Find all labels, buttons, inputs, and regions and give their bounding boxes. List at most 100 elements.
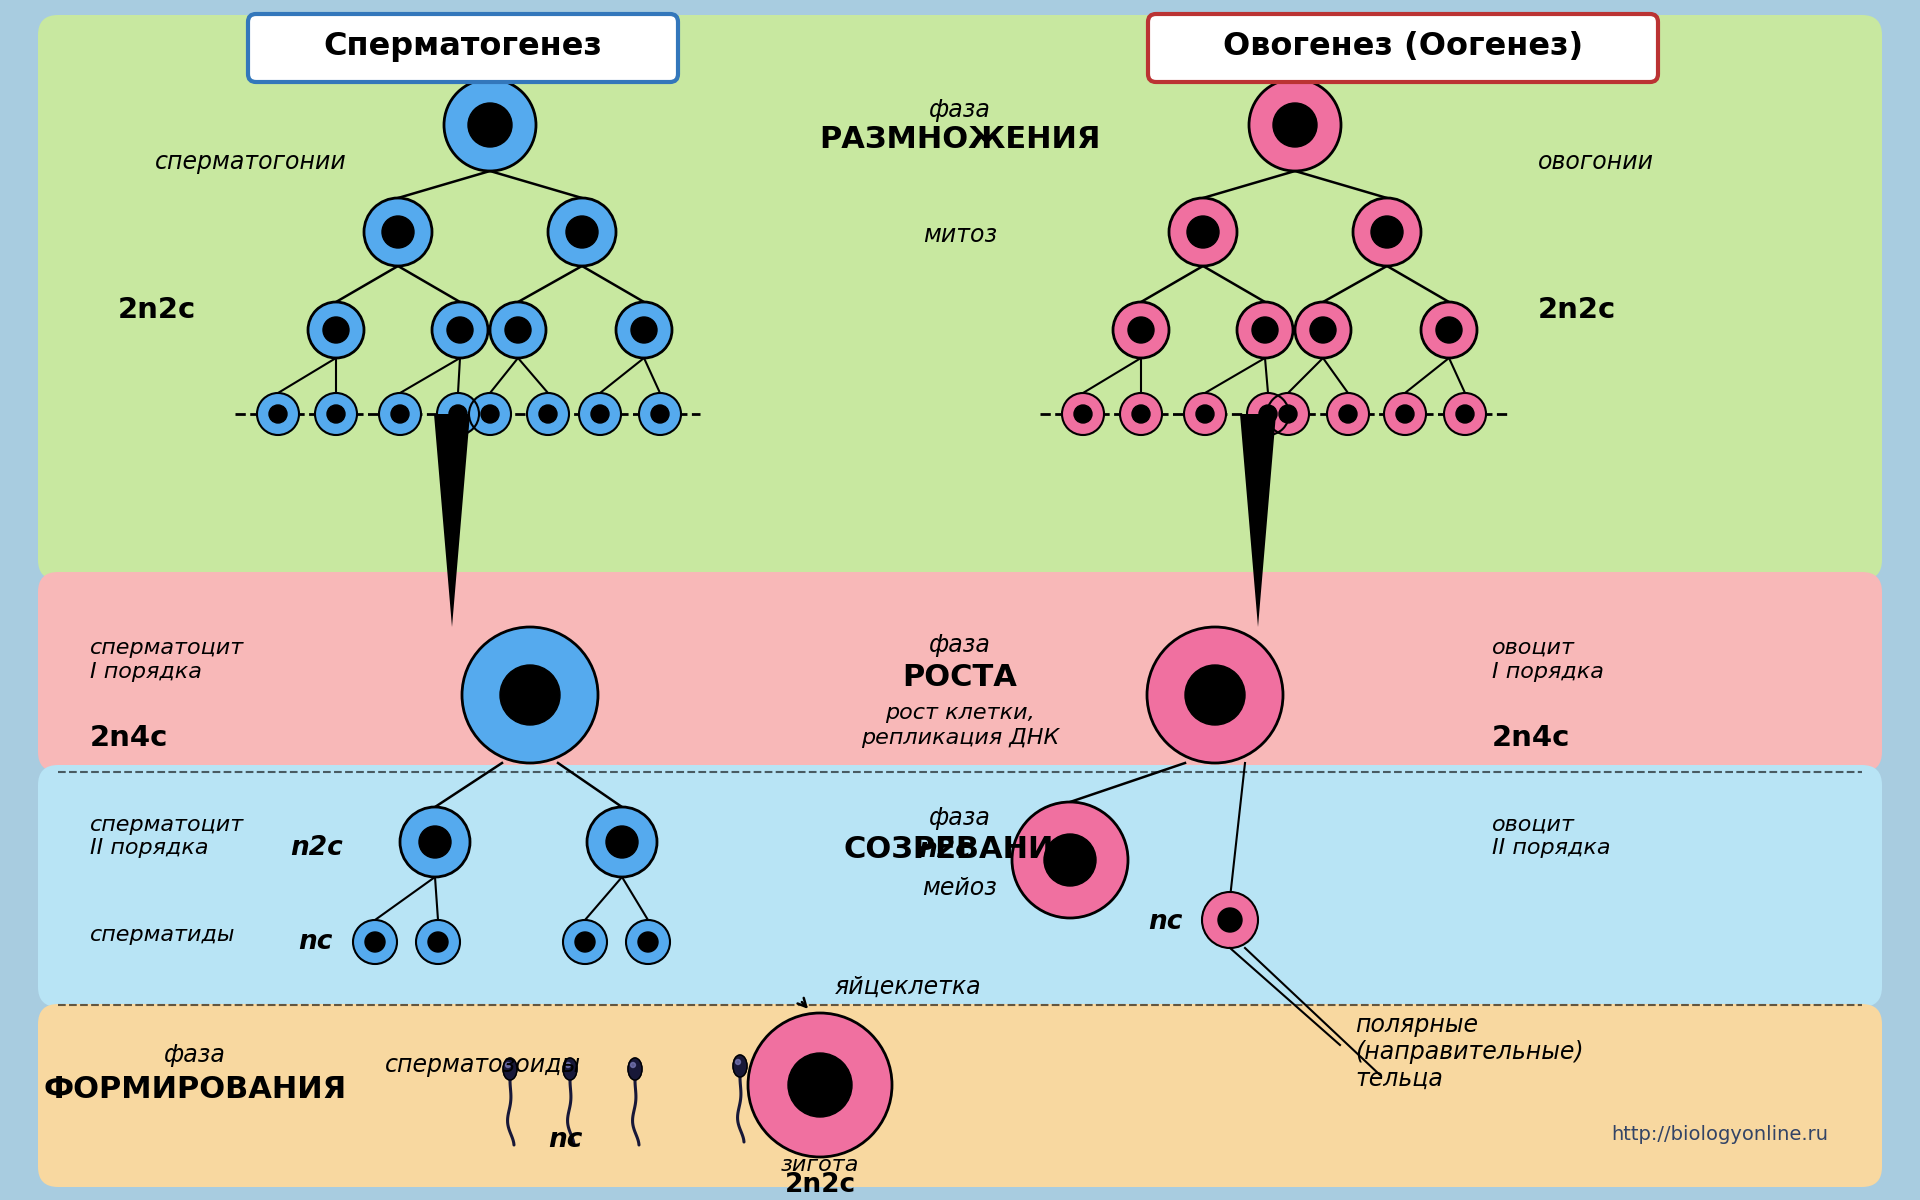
Circle shape xyxy=(392,404,409,422)
Circle shape xyxy=(353,920,397,964)
Ellipse shape xyxy=(505,1062,511,1068)
Text: митоз: митоз xyxy=(924,223,996,247)
Circle shape xyxy=(1236,302,1292,358)
Ellipse shape xyxy=(563,1058,578,1080)
Circle shape xyxy=(591,404,609,422)
Text: сперматоцит: сперматоцит xyxy=(90,815,244,835)
Text: nc: nc xyxy=(547,1127,582,1153)
Circle shape xyxy=(432,302,488,358)
Circle shape xyxy=(651,404,668,422)
Circle shape xyxy=(1252,317,1279,343)
Ellipse shape xyxy=(735,1060,741,1064)
Text: (направительные): (направительные) xyxy=(1356,1040,1584,1064)
Text: n2c: n2c xyxy=(918,838,972,863)
Text: овоцит: овоцит xyxy=(1492,638,1574,658)
Circle shape xyxy=(626,920,670,964)
Text: сперматиды: сперматиды xyxy=(90,925,236,946)
Circle shape xyxy=(1062,392,1104,434)
Text: овоцит: овоцит xyxy=(1492,815,1574,835)
Circle shape xyxy=(1279,404,1298,422)
Text: сперматозоиды: сперматозоиды xyxy=(386,1054,582,1078)
Circle shape xyxy=(378,392,420,434)
Circle shape xyxy=(447,317,472,343)
Circle shape xyxy=(428,932,447,952)
Circle shape xyxy=(1246,392,1288,434)
Circle shape xyxy=(468,103,513,146)
Ellipse shape xyxy=(733,1055,747,1078)
Ellipse shape xyxy=(503,1058,516,1080)
Ellipse shape xyxy=(630,1062,636,1068)
Circle shape xyxy=(269,404,286,422)
Circle shape xyxy=(1396,404,1413,422)
Circle shape xyxy=(563,920,607,964)
FancyBboxPatch shape xyxy=(248,14,678,82)
FancyBboxPatch shape xyxy=(38,766,1882,1007)
Circle shape xyxy=(526,392,568,434)
Ellipse shape xyxy=(566,1062,570,1068)
FancyBboxPatch shape xyxy=(38,572,1882,772)
Text: фаза: фаза xyxy=(929,806,991,830)
Polygon shape xyxy=(434,414,470,626)
Text: РОСТА: РОСТА xyxy=(902,662,1018,691)
Text: 2n4c: 2n4c xyxy=(90,724,169,752)
Circle shape xyxy=(1217,908,1242,932)
Circle shape xyxy=(1309,317,1336,343)
Text: тельца: тельца xyxy=(1356,1067,1442,1091)
Circle shape xyxy=(468,392,511,434)
Text: I порядка: I порядка xyxy=(90,662,202,682)
Circle shape xyxy=(574,932,595,952)
Text: РАЗМНОЖЕНИЯ: РАЗМНОЖЕНИЯ xyxy=(820,126,1100,155)
FancyBboxPatch shape xyxy=(1148,14,1659,82)
Circle shape xyxy=(547,198,616,266)
Circle shape xyxy=(1185,392,1227,434)
Circle shape xyxy=(1371,216,1404,248)
Circle shape xyxy=(1354,198,1421,266)
Circle shape xyxy=(637,932,659,952)
Circle shape xyxy=(490,302,545,358)
Circle shape xyxy=(382,216,415,248)
Circle shape xyxy=(1260,404,1277,422)
Circle shape xyxy=(323,317,349,343)
Text: 2n2c: 2n2c xyxy=(117,296,196,324)
Circle shape xyxy=(438,392,478,434)
Text: полярные: полярные xyxy=(1356,1013,1478,1037)
Text: репликация ДНК: репликация ДНК xyxy=(860,728,1060,748)
Text: Овогенез (Оогенез): Овогенез (Оогенез) xyxy=(1223,31,1584,62)
Circle shape xyxy=(1267,392,1309,434)
Circle shape xyxy=(1012,802,1129,918)
Text: 2n2c: 2n2c xyxy=(785,1172,856,1198)
Circle shape xyxy=(1119,392,1162,434)
Circle shape xyxy=(632,317,657,343)
Circle shape xyxy=(588,806,657,877)
Circle shape xyxy=(1250,79,1340,170)
Circle shape xyxy=(1384,392,1427,434)
Circle shape xyxy=(257,392,300,434)
Circle shape xyxy=(580,392,620,434)
Circle shape xyxy=(1436,317,1461,343)
Circle shape xyxy=(1073,404,1092,422)
Text: http://biologyonline.ru: http://biologyonline.ru xyxy=(1611,1126,1828,1145)
Circle shape xyxy=(399,806,470,877)
Circle shape xyxy=(326,404,346,422)
Circle shape xyxy=(1444,392,1486,434)
Text: фаза: фаза xyxy=(929,634,991,658)
Text: I порядка: I порядка xyxy=(1492,662,1603,682)
Circle shape xyxy=(307,302,365,358)
Circle shape xyxy=(1338,404,1357,422)
Text: 2n4c: 2n4c xyxy=(1492,724,1571,752)
Circle shape xyxy=(315,392,357,434)
Circle shape xyxy=(607,826,637,858)
Circle shape xyxy=(1044,834,1096,886)
Text: зигота: зигота xyxy=(781,1154,858,1175)
Circle shape xyxy=(1421,302,1476,358)
Text: сперматогонии: сперматогонии xyxy=(156,150,348,174)
Circle shape xyxy=(1273,103,1317,146)
Circle shape xyxy=(1327,392,1369,434)
Circle shape xyxy=(1185,665,1244,725)
Text: Сперматогенез: Сперматогенез xyxy=(324,31,603,62)
Circle shape xyxy=(540,404,557,422)
Circle shape xyxy=(1455,404,1475,422)
Circle shape xyxy=(1133,404,1150,422)
FancyBboxPatch shape xyxy=(38,14,1882,580)
Circle shape xyxy=(449,404,467,422)
